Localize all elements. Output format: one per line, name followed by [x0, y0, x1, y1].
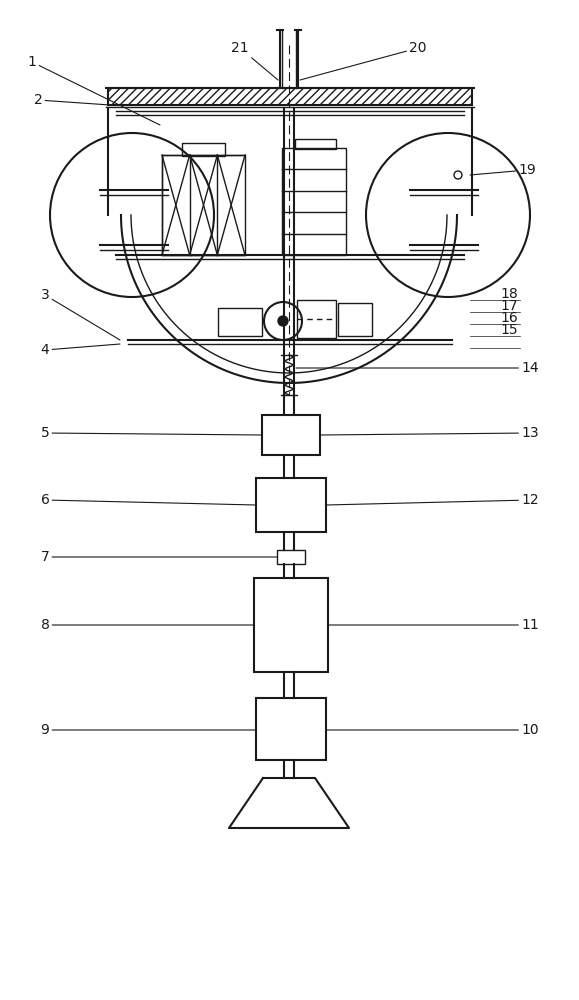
Text: 16: 16 [500, 311, 518, 325]
Bar [297, 300, 336, 338]
Text: 9: 9 [41, 723, 256, 737]
Text: 10: 10 [326, 723, 539, 737]
Text: 12: 12 [326, 493, 539, 507]
Bar [162, 155, 245, 255]
Text: 19: 19 [470, 163, 536, 177]
Text: 2: 2 [34, 93, 110, 107]
Bar [338, 303, 372, 336]
Text: 18: 18 [500, 287, 518, 301]
Text: 3: 3 [41, 288, 120, 340]
Bar [108, 88, 472, 105]
Text: 15: 15 [500, 323, 518, 337]
Bar [282, 148, 346, 255]
Text: 1: 1 [28, 55, 160, 125]
Text: 14: 14 [296, 361, 539, 375]
Text: 4: 4 [41, 343, 120, 357]
Bar [218, 308, 262, 336]
Bar [256, 478, 326, 532]
Text: 7: 7 [41, 550, 277, 564]
Bar [277, 550, 305, 564]
Bar [295, 139, 336, 149]
Text: 11: 11 [328, 618, 539, 632]
Text: 5: 5 [41, 426, 262, 440]
Circle shape [277, 315, 289, 327]
Text: 6: 6 [41, 493, 256, 507]
Text: 13: 13 [320, 426, 539, 440]
Bar [262, 415, 320, 455]
Text: 20: 20 [300, 41, 427, 80]
Bar [256, 698, 326, 760]
Text: 8: 8 [41, 618, 254, 632]
Text: 21: 21 [231, 41, 278, 80]
Bar [182, 143, 225, 156]
Bar [254, 578, 328, 672]
Text: 17: 17 [500, 299, 518, 313]
